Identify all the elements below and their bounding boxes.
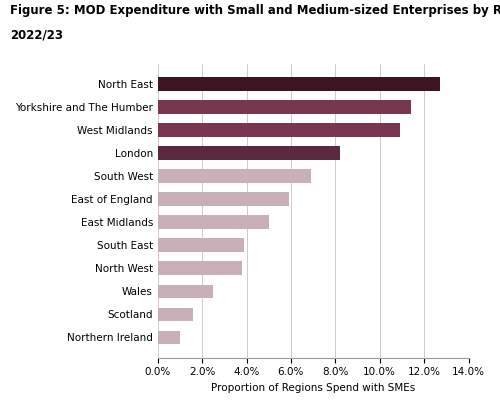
Bar [158,77,440,91]
Bar [158,215,268,229]
Bar [158,284,213,298]
Text: Figure 5: MOD Expenditure with Small and Medium-sized Enterprises by Region: Figure 5: MOD Expenditure with Small and… [10,4,500,17]
Bar [158,238,244,252]
Bar [158,100,411,114]
Text: 2022/23: 2022/23 [10,29,63,42]
Bar [158,146,340,160]
Bar [158,330,180,344]
X-axis label: Proportion of Regions Spend with SMEs: Proportion of Regions Spend with SMEs [211,383,415,393]
Bar [158,123,400,137]
Bar [158,308,194,322]
Bar [158,169,311,183]
Bar [158,262,242,275]
Bar [158,193,288,206]
